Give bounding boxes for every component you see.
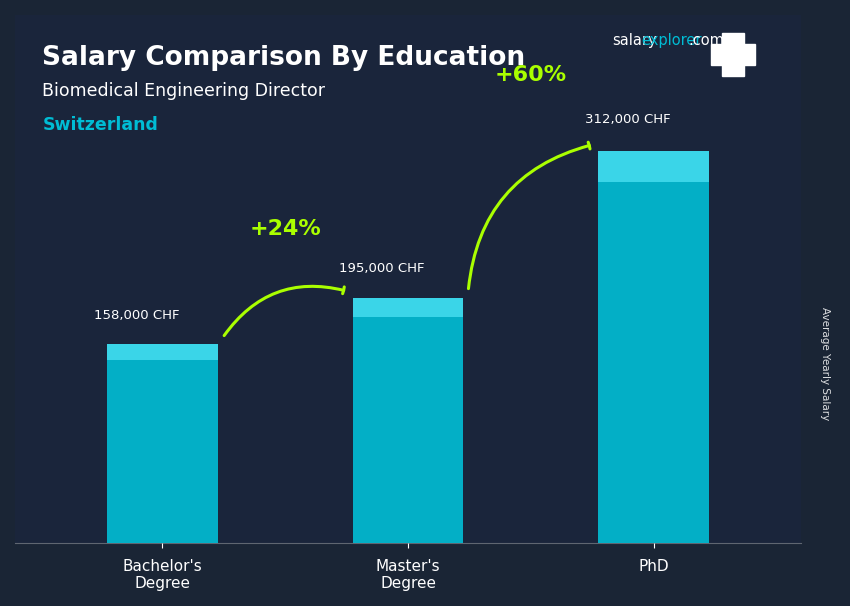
Text: salary: salary (612, 33, 656, 48)
Text: Switzerland: Switzerland (42, 116, 158, 135)
Bar (107, 344, 218, 542)
Text: Average Yearly Salary: Average Yearly Salary (819, 307, 830, 420)
Bar (722, 33, 744, 76)
Bar (107, 344, 218, 360)
Bar (598, 151, 709, 182)
Text: 158,000 CHF: 158,000 CHF (94, 308, 179, 322)
Bar (353, 298, 463, 318)
Bar (711, 44, 755, 65)
Text: 312,000 CHF: 312,000 CHF (585, 113, 671, 125)
Text: explorer: explorer (642, 33, 702, 48)
Text: .com: .com (688, 33, 724, 48)
Text: 195,000 CHF: 195,000 CHF (339, 262, 425, 275)
Bar (353, 298, 463, 542)
Text: Biomedical Engineering Director: Biomedical Engineering Director (42, 82, 326, 100)
Text: Salary Comparison By Education: Salary Comparison By Education (42, 45, 525, 72)
Text: +60%: +60% (495, 65, 567, 85)
Text: +24%: +24% (249, 219, 321, 239)
Bar (598, 151, 709, 542)
